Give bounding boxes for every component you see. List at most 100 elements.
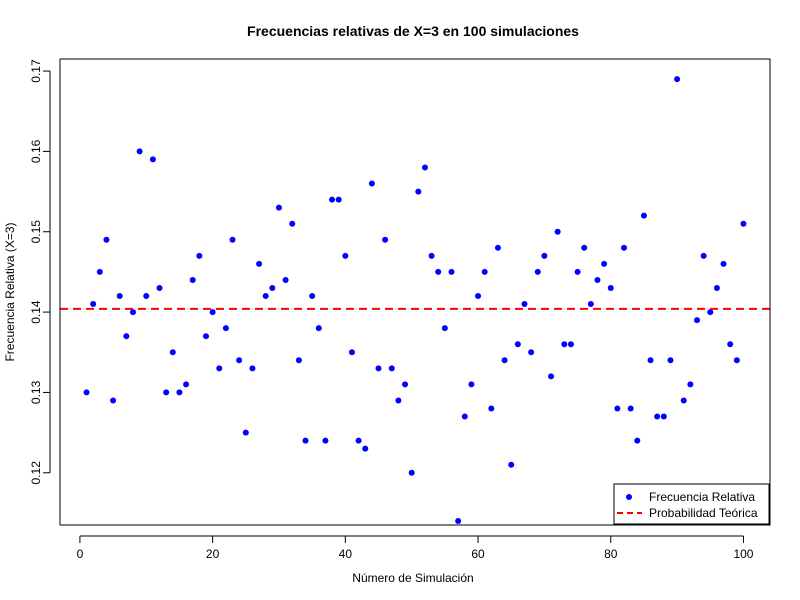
data-point [83,389,90,396]
data-point [587,301,594,308]
data-point [348,349,355,356]
data-point [528,349,535,356]
legend-label-probabilidad: Probabilidad Teórica [649,506,758,520]
data-point [534,268,541,275]
data-point [169,349,176,356]
x-tick-label: 40 [339,547,353,561]
data-point [335,196,342,203]
data-point [103,236,110,243]
data-point [395,397,402,404]
data-point [548,373,555,380]
data-point [521,301,528,308]
data-point [594,276,601,283]
data-point [123,333,130,340]
x-tick-label: 100 [733,547,753,561]
data-point [229,236,236,243]
data-point [508,461,515,468]
data-point [694,317,701,324]
x-axis-label: Número de Simulación [352,571,473,585]
data-point [647,357,654,364]
y-tick-label: 0.13 [29,380,43,404]
data-point [601,260,608,267]
axes-layer: 0 20 40 60 80 100 0.12 0.13 0.14 0.15 0.16 0.17 [29,59,754,561]
data-point [375,365,382,372]
y-tick-label: 0.15 [29,220,43,244]
y-tick-label: 0.16 [29,139,43,163]
data-point [713,284,720,291]
data-point [720,260,727,267]
y-tick-label: 0.17 [29,59,43,83]
data-point [183,381,190,388]
data-point [707,309,714,316]
data-point [295,357,302,364]
data-point [607,284,614,291]
data-point [455,517,462,524]
data-point [700,252,707,259]
y-axis-label: Frecuencia Relativa (X=3) [3,222,17,361]
data-point [110,397,117,404]
data-point [149,156,156,163]
data-point [368,180,375,187]
data-point [90,301,97,308]
data-point [674,76,681,83]
x-tick-label: 20 [206,547,220,561]
plot-frame [59,58,771,526]
data-point [667,357,674,364]
data-point [242,429,249,436]
data-point [680,397,687,404]
data-point [481,268,488,275]
data-point [96,268,103,275]
data-point [501,357,508,364]
data-point [275,204,282,211]
data-point [733,357,740,364]
data-point [309,293,316,300]
y-tick-label: 0.14 [29,300,43,324]
x-tick-label: 80 [604,547,618,561]
data-point [621,244,628,251]
x-tick-label: 60 [471,547,485,561]
data-point [468,381,475,388]
data-point [315,325,322,332]
data-point [475,293,482,300]
data-point [421,164,428,171]
data-point [740,220,747,227]
data-point [129,309,136,316]
data-point [289,220,296,227]
data-point [554,228,561,235]
data-point [448,268,455,275]
data-point [514,341,521,348]
data-point [435,268,442,275]
data-point [329,196,336,203]
data-point [216,365,223,372]
data-point [541,252,548,259]
data-point [342,252,349,259]
data-point [388,365,395,372]
data-point [222,325,229,332]
data-point [581,244,588,251]
series-layer [60,76,770,524]
data-point [136,148,143,155]
data-point [236,357,243,364]
data-point [156,284,163,291]
legend-marker-frecuencia [626,494,632,500]
data-point [143,293,150,300]
data-point [322,437,329,444]
data-point [163,389,170,396]
data-point [654,413,661,420]
data-point [302,437,309,444]
data-point [408,469,415,476]
data-point [567,341,574,348]
data-point [627,405,634,412]
data-point [727,341,734,348]
data-point [362,445,369,452]
data-point [488,405,495,412]
data-point [402,381,409,388]
data-point [634,437,641,444]
data-point [461,413,468,420]
data-point [660,413,667,420]
data-point [262,293,269,300]
data-point [196,252,203,259]
data-point [494,244,501,251]
data-point [574,268,581,275]
